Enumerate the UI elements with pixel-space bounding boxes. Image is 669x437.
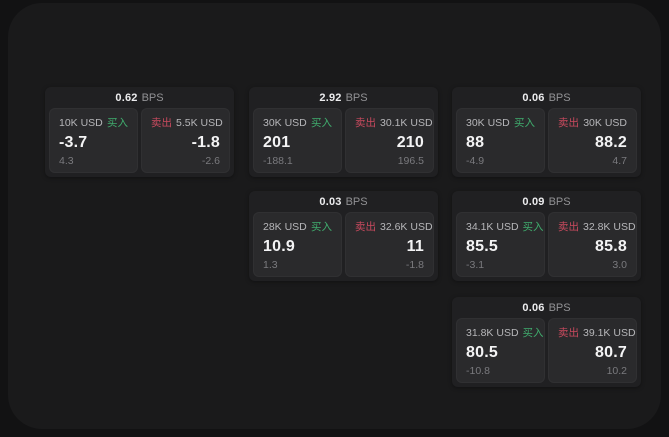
quote-card-body: 31.8K USD 买入 80.5 -10.8 卖出 39.1K USD 80.… xyxy=(456,318,637,383)
quote-card-body: 28K USD 买入 10.9 1.3 卖出 32.6K USD 11 -1.8 xyxy=(253,212,434,277)
sell-amount: 32.6K USD xyxy=(380,221,433,233)
buy-price: 88 xyxy=(466,133,485,151)
bps-header: 0.09 BPS xyxy=(452,191,641,212)
bps-unit-label: BPS xyxy=(345,91,368,104)
sell-quote-panel[interactable]: 卖出 30.1K USD 210 196.5 xyxy=(345,108,434,173)
buy-quote-panel[interactable]: 30K USD 买入 88 -4.9 xyxy=(456,108,545,173)
sell-quote-panel[interactable]: 卖出 32.8K USD 85.8 3.0 xyxy=(548,212,637,277)
buy-quote-panel[interactable]: 28K USD 买入 10.9 1.3 xyxy=(253,212,342,277)
bps-unit-label: BPS xyxy=(548,195,571,208)
buy-label: 买入 xyxy=(522,327,544,339)
bps-unit-label: BPS xyxy=(548,301,571,314)
sell-label: 卖出 xyxy=(151,117,172,129)
buy-price: 85.5 xyxy=(466,237,498,255)
bps-value: 0.09 xyxy=(522,195,545,208)
quote-card: 0.06 BPS 31.8K USD 买入 80.5 -10.8 卖出 39.1… xyxy=(452,297,641,387)
bps-header: 0.62 BPS xyxy=(45,87,234,108)
bps-value: 0.06 xyxy=(522,301,545,314)
sell-price: 85.8 xyxy=(595,237,627,255)
buy-sub-value: 4.3 xyxy=(59,155,74,167)
quote-card: 0.62 BPS 10K USD 买入 -3.7 4.3 卖出 5.5K USD… xyxy=(45,87,234,177)
quote-card-body: 30K USD 买入 201 -188.1 卖出 30.1K USD 210 1… xyxy=(253,108,434,173)
buy-price: -3.7 xyxy=(59,133,88,151)
buy-amount: 10K USD xyxy=(59,117,103,129)
bps-value: 2.92 xyxy=(319,91,342,104)
buy-amount: 34.1K USD xyxy=(466,221,519,233)
buy-quote-panel[interactable]: 34.1K USD 买入 85.5 -3.1 xyxy=(456,212,545,277)
bps-value: 0.62 xyxy=(115,91,138,104)
bps-value: 0.03 xyxy=(319,195,342,208)
sell-label: 卖出 xyxy=(355,117,376,129)
quote-card: 0.03 BPS 28K USD 买入 10.9 1.3 卖出 32.6K US… xyxy=(249,191,438,281)
buy-price: 10.9 xyxy=(263,237,295,255)
buy-label: 买入 xyxy=(311,221,332,233)
bps-unit-label: BPS xyxy=(345,195,368,208)
buy-quote-panel[interactable]: 30K USD 买入 201 -188.1 xyxy=(253,108,342,173)
sell-sub-value: 10.2 xyxy=(606,365,627,377)
sell-quote-panel[interactable]: 卖出 32.6K USD 11 -1.8 xyxy=(345,212,434,277)
buy-sub-value: 1.3 xyxy=(263,259,278,271)
sell-price: 11 xyxy=(406,237,424,255)
sell-sub-value: 3.0 xyxy=(612,259,627,271)
quote-card-body: 10K USD 买入 -3.7 4.3 卖出 5.5K USD -1.8 -2.… xyxy=(49,108,230,173)
buy-label: 买入 xyxy=(311,117,332,129)
quote-card: 0.09 BPS 34.1K USD 买入 85.5 -3.1 卖出 32.8K… xyxy=(452,191,641,281)
sell-amount: 39.1K USD xyxy=(583,327,636,339)
buy-sub-value: -4.9 xyxy=(466,155,485,167)
buy-sub-value: -3.1 xyxy=(466,259,485,271)
buy-amount: 28K USD xyxy=(263,221,307,233)
bps-unit-label: BPS xyxy=(141,91,164,104)
sell-label: 卖出 xyxy=(558,327,579,339)
bps-header: 0.03 BPS xyxy=(249,191,438,212)
buy-quote-panel[interactable]: 10K USD 买入 -3.7 4.3 xyxy=(49,108,138,173)
sell-sub-value: -2.6 xyxy=(201,155,220,167)
sell-sub-value: -1.8 xyxy=(405,259,424,271)
sell-quote-panel[interactable]: 卖出 39.1K USD 80.7 10.2 xyxy=(548,318,637,383)
bps-unit-label: BPS xyxy=(548,91,571,104)
bps-header: 0.06 BPS xyxy=(452,297,641,318)
sell-label: 卖出 xyxy=(558,221,579,233)
buy-sub-value: -188.1 xyxy=(263,155,293,167)
sell-amount: 32.8K USD xyxy=(583,221,636,233)
bps-value: 0.06 xyxy=(522,91,545,104)
quote-card-body: 34.1K USD 买入 85.5 -3.1 卖出 32.8K USD 85.8… xyxy=(456,212,637,277)
bps-header: 0.06 BPS xyxy=(452,87,641,108)
buy-label: 买入 xyxy=(107,117,128,129)
sell-amount: 5.5K USD xyxy=(176,117,223,129)
quote-card: 2.92 BPS 30K USD 买入 201 -188.1 卖出 30.1K … xyxy=(249,87,438,177)
sell-quote-panel[interactable]: 卖出 5.5K USD -1.8 -2.6 xyxy=(141,108,230,173)
bps-header: 2.92 BPS xyxy=(249,87,438,108)
buy-price: 201 xyxy=(263,133,291,151)
sell-sub-value: 196.5 xyxy=(397,155,424,167)
buy-label: 买入 xyxy=(522,221,544,233)
quote-board-panel: 0.62 BPS 10K USD 买入 -3.7 4.3 卖出 5.5K USD… xyxy=(8,3,661,429)
sell-sub-value: 4.7 xyxy=(612,155,627,167)
sell-price: 210 xyxy=(396,133,424,151)
quote-card: 0.06 BPS 30K USD 买入 88 -4.9 卖出 30K USD 8… xyxy=(452,87,641,177)
buy-label: 买入 xyxy=(514,117,535,129)
buy-sub-value: -10.8 xyxy=(466,365,490,377)
buy-amount: 30K USD xyxy=(466,117,510,129)
sell-quote-panel[interactable]: 卖出 30K USD 88.2 4.7 xyxy=(548,108,637,173)
buy-quote-panel[interactable]: 31.8K USD 买入 80.5 -10.8 xyxy=(456,318,545,383)
quote-card-body: 30K USD 买入 88 -4.9 卖出 30K USD 88.2 4.7 xyxy=(456,108,637,173)
buy-amount: 30K USD xyxy=(263,117,307,129)
sell-amount: 30.1K USD xyxy=(380,117,433,129)
sell-amount: 30K USD xyxy=(583,117,627,129)
sell-label: 卖出 xyxy=(355,221,376,233)
sell-price: -1.8 xyxy=(191,133,220,151)
buy-amount: 31.8K USD xyxy=(466,327,519,339)
buy-price: 80.5 xyxy=(466,343,498,361)
sell-price: 88.2 xyxy=(595,133,627,151)
sell-label: 卖出 xyxy=(558,117,579,129)
sell-price: 80.7 xyxy=(595,343,627,361)
